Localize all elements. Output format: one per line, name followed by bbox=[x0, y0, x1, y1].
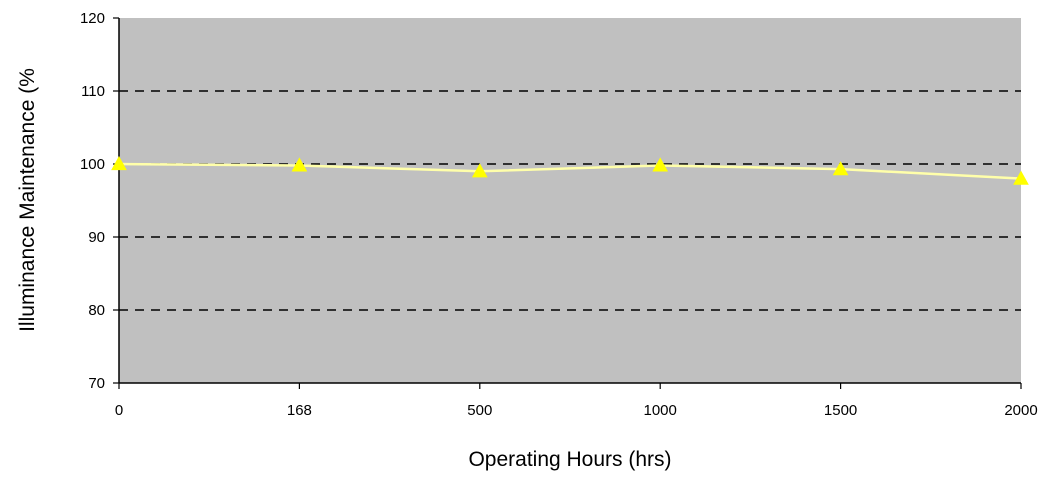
data-point-marker bbox=[111, 155, 127, 171]
y-tick-label: 80 bbox=[88, 302, 105, 319]
x-tick-label: 2000 bbox=[1004, 402, 1037, 419]
x-axis-title: Operating Hours (hrs) bbox=[468, 448, 671, 471]
y-tick-label: 90 bbox=[88, 229, 105, 246]
series-layer bbox=[111, 155, 1029, 185]
x-tick-label: 1000 bbox=[644, 402, 677, 419]
y-tick-label: 100 bbox=[80, 156, 105, 173]
x-tick-label: 1500 bbox=[824, 402, 857, 419]
series-line bbox=[118, 162, 1022, 180]
data-point-marker bbox=[1013, 170, 1029, 185]
y-tick-label: 70 bbox=[88, 375, 105, 392]
y-tick-label: 120 bbox=[80, 10, 105, 27]
x-tick-label: 500 bbox=[467, 402, 492, 419]
plot-area bbox=[119, 18, 1021, 383]
y-tick-label: 110 bbox=[81, 83, 105, 100]
data-point-marker bbox=[832, 161, 849, 176]
y-tick-labels: 70 80 90 100 110 120 bbox=[80, 10, 119, 392]
x-tick-label: 0 bbox=[115, 402, 123, 419]
data-point-marker bbox=[471, 163, 488, 178]
x-tick-labels: 0 168 500 1000 1500 2000 bbox=[115, 383, 1038, 419]
data-point-marker bbox=[652, 157, 669, 172]
data-point-marker bbox=[291, 157, 308, 172]
y-axis-title: Illuminance Maintenance (% bbox=[16, 68, 39, 332]
x-tick-label: 168 bbox=[287, 402, 312, 419]
